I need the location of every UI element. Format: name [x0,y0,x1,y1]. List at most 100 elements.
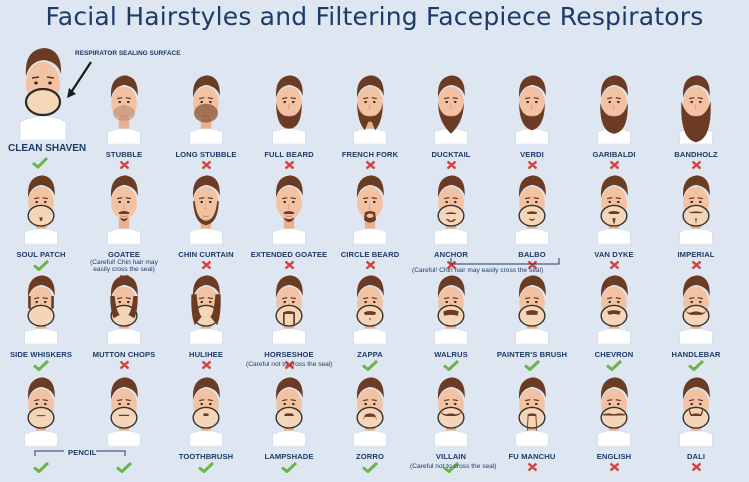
painters-face [515,275,549,344]
hairstyle-caption: BANDHOLZ [654,150,738,170]
hairstyle-item-sidewhiskers [0,272,83,344]
hairstyle-label: BALBO [518,250,546,259]
cross-icon [284,160,294,170]
cross-icon [284,260,294,270]
cross-icon [201,360,211,370]
cross-icon [119,160,129,170]
hairstyle-caption: HORSESHOE [247,350,331,370]
hairstyle-item-villain [409,374,493,446]
handlebar-face [679,275,713,344]
hairstyle-label: DALI [686,452,706,461]
hairstyle-label: ANCHOR [434,250,468,259]
hairstyle-item-walrus [409,272,493,344]
check-icon [443,360,459,371]
pencil-label: PENCIL [68,448,97,457]
hairstyle-label: GOATEE [107,250,141,259]
longstubble-face [189,75,223,144]
hairstyle-caption: ZAPPA [328,350,412,371]
cross-icon [365,260,375,270]
hairstyle-label: SIDE WHISKERS [9,350,73,359]
zappa-face [353,275,387,344]
hairstyle-caption: TOOTHBRUSH [164,452,248,473]
hairstyle-item-imperial [654,172,738,244]
cross-icon [446,260,456,270]
verdi-face [515,75,549,144]
hairstyle-item-english [572,374,656,446]
sealing-surface-annotation: RESPIRATOR SEALING SURFACE [75,50,181,57]
check-icon [33,462,49,473]
garibaldi-face [597,75,631,144]
annotation-arrow [67,61,92,98]
lampshade-face [272,377,306,446]
hairstyle-item-painters [490,272,574,344]
soulpatch-face [24,175,58,244]
hairstyle-caption: ANCHOR [409,250,493,270]
walrus-face [434,275,468,344]
hairstyle-item-longstubble [164,72,248,144]
horseshoe-note: (Careful not to cross the seal) [246,361,333,368]
hairstyle-caption: HULIHEE [164,350,248,370]
cross-icon [609,160,619,170]
hairstyle-caption: FRENCH FORK [328,150,412,170]
stubble-face [107,75,141,144]
frenchfork-face [353,75,387,144]
hairstyle-item-bandholz [654,72,738,144]
bandholz-face [679,75,713,144]
check-icon [33,360,49,371]
hairstyle-label: VILLAIN [435,452,467,461]
hairstyle-label: MUTTON CHOPS [92,350,156,359]
fullbeard-face [272,75,306,144]
hairstyle-label: GARIBALDI [592,150,636,159]
anchor-balbo-note: (Careful! Chin hair may easily cross the… [412,267,544,274]
hairstyle-item-toothbrush [164,374,248,446]
hairstyle-label: SOUL PATCH [16,250,66,259]
hairstyle-item-verdi [490,72,574,144]
hairstyle-item-zappa [328,272,412,344]
hairstyle-item-fumanchu [490,374,574,446]
hairstyle-item-extgoatee [247,172,331,244]
hairstyle-caption [0,452,83,473]
cross-icon [446,160,456,170]
hairstyle-caption: IMPERIAL [654,250,738,270]
check-icon [116,462,132,473]
hulihee-face [189,275,223,344]
hairstyle-label: IMPERIAL [677,250,715,259]
hairstyle-item-chincurtain [164,172,248,244]
balbo-face [515,175,549,244]
hairstyle-caption: WALRUS [409,350,493,371]
hairstyle-item-chevron [572,272,656,344]
hairstyle-item-mutton [82,272,166,344]
hairstyle-note: (Careful! Chin hair may [90,259,158,266]
hairstyle-caption: CIRCLE BEARD [328,250,412,270]
hairstyle-item-balbo [490,172,574,244]
check-icon [198,462,214,473]
dali-face [679,377,713,446]
hairstyle-caption: SIDE WHISKERS [0,350,83,371]
toothbrush-face [189,377,223,446]
check-icon [33,260,49,271]
hairstyle-label: VAN DYKE [594,250,634,259]
pencil1-face [24,377,58,446]
hairstyle-item-hulihee [164,272,248,344]
hairstyle-caption: VAN DYKE [572,250,656,270]
hairstyle-caption: VILLAIN [409,452,493,473]
cross-icon [201,160,211,170]
cross-icon [691,160,701,170]
hairstyle-item-lampshade [247,374,331,446]
hairstyle-caption: FU MANCHU [490,452,574,472]
anchor-balbo-bracket [450,258,560,265]
imperial-face [679,175,713,244]
hairstyle-caption: BALBO [490,250,574,270]
check-icon [688,360,704,371]
hairstyle-label: FULL BEARD [264,150,314,159]
hairstyle-label: ZORRO [356,452,384,461]
hairstyle-label: HULIHEE [188,350,224,359]
page-title: Facial Hairstyles and Filtering Facepiec… [45,2,704,31]
hairstyle-label: TOOTHBRUSH [178,452,234,461]
cross-icon [527,462,537,472]
clean-shaven-label: CLEAN SHAVEN [8,143,87,154]
mutton-face [107,275,141,344]
chevron-face [597,275,631,344]
hairstyle-caption: LONG STUBBLE [164,150,248,170]
hairstyle-item-zorro [328,374,412,446]
